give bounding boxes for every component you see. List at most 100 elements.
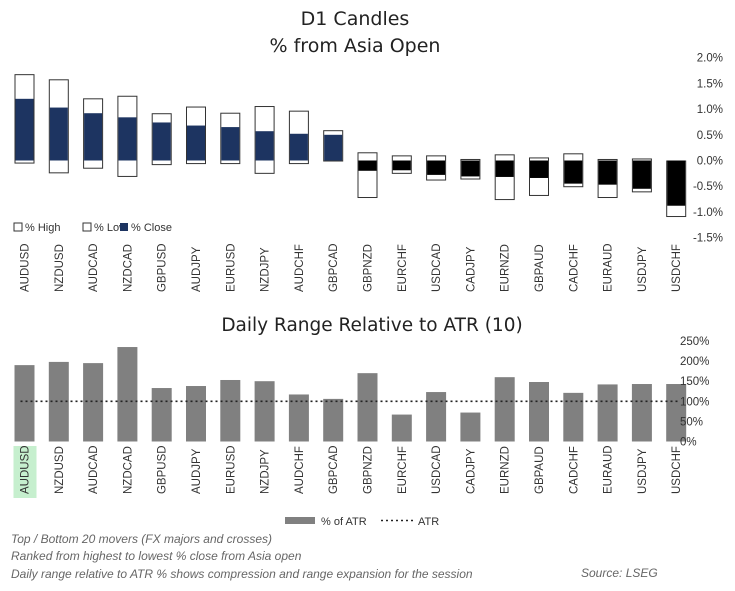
atr-category-label: USDCAD [431,445,443,494]
candles-category-label: GBPCAD [328,243,340,292]
candle-close-body [255,131,274,161]
candles-category-label: CADCHF [568,244,580,292]
atr-category-label: AUDUSD [20,445,32,494]
candles-plot [14,74,687,218]
atr-bar [563,392,584,442]
candles-category-label: AUDUSD [20,243,32,292]
candle-close-body [15,98,34,161]
atr-bar [220,379,241,442]
atr-bar [391,414,412,442]
candle [631,158,652,193]
atr-category-label: AUDCHF [294,446,306,494]
candle-close-body [564,160,583,184]
candle [48,79,69,174]
candle [323,130,344,162]
candle [83,98,104,169]
atr-category-label: EURUSD [225,445,237,494]
candle-close-body [495,160,514,177]
legend-atr-bar-swatch [285,517,315,524]
candle-close-body [221,127,240,161]
atr-category-label: GBPAUD [534,446,546,494]
atr-bar [666,384,687,442]
legend-low-swatch [82,222,92,232]
candle-close-body [461,160,480,177]
legend-high-label: % High [25,222,60,234]
candles-category-label: GBPUSD [157,243,169,292]
atr-y-tick: 50% [680,416,703,428]
candles-x-axis: AUDUSD NZDUSD AUDCAD NZDCAD GBPUSD AUDJPY EURU… [20,243,684,292]
atr-category-label: NZDCAD [122,446,134,494]
atr-legend: % of ATR ATR [285,516,439,528]
legend-close-swatch [120,223,128,231]
footnote-2: Ranked from highest to lowest % close fr… [11,549,302,563]
candle [460,158,481,180]
candle-close-body [118,117,137,161]
atr-bar [357,373,378,442]
atr-bars-plot [14,347,687,442]
candle [14,74,35,164]
candles-legend: % High % Low % Close [13,222,172,234]
atr-category-label: NZDJPY [260,449,272,494]
candles-y-tick: 1.0% [697,104,723,116]
candles-category-label: USDJPY [637,246,649,292]
candle [391,155,412,174]
atr-bar [117,347,138,442]
candle-close-body [632,160,651,189]
candle-close-body [84,113,103,161]
atr-category-label: EURAUD [603,445,615,494]
candles-y-tick: -1.5% [693,233,723,245]
atr-category-label: GBPNZD [363,446,375,494]
atr-bar [83,363,104,442]
candles-category-label: NZDCAD [122,244,134,292]
candles-category-label: NZDUSD [54,244,66,292]
candles-category-label: USDCAD [431,243,443,292]
atr-category-label: EURCHF [397,446,409,494]
atr-category-label: CADJPY [465,448,477,494]
atr-category-label: USDCHF [671,446,683,494]
legend-atr-line-label: ATR [418,516,439,528]
candles-category-label: AUDCHF [294,244,306,292]
atr-category-label: AUDJPY [191,448,203,494]
candles-y-tick: 0.0% [697,156,723,168]
atr-bar [14,365,35,442]
atr-y-tick: 200% [680,356,709,368]
atr-y-tick: 250% [680,336,709,348]
atr-y-tick: 0% [680,437,697,449]
candle [529,157,549,196]
footnote-3: Daily range relative to ATR % shows comp… [11,567,473,581]
atr-category-label: EURNZD [500,446,512,494]
legend-close-label: % Close [131,222,172,234]
atr-bar [151,388,172,442]
candles-y-tick: -0.5% [693,181,723,193]
candle-close-body [49,107,68,161]
candle-close-body [667,160,686,206]
candles-category-label: AUDJPY [191,246,203,292]
legend-low-label: % Low [94,222,127,234]
candle [151,113,172,166]
candles-y-tick: -1.0% [693,207,723,219]
candles-category-label: EURCHF [397,244,409,292]
candles-category-label: EURNZD [500,244,512,292]
atr-category-label: USDJPY [637,448,649,494]
candle [117,95,138,177]
candles-category-label: CADJPY [465,246,477,292]
atr-bar [186,386,206,442]
candle [494,154,515,201]
source-label: Source: LSEG [581,566,658,580]
candles-y-tick: 1.5% [697,78,723,90]
atr-bar [254,381,275,442]
atr-y-axis: 250% 200% 150% 100% 50% 0% [680,336,709,449]
candle-close-body [427,160,446,175]
candle-close-body [358,160,377,171]
atr-bar [426,392,447,442]
candle-close-body [598,160,617,185]
atr-bar [288,394,309,442]
atr-title: Daily Range Relative to ATR (10) [221,315,522,336]
candles-category-label: USDCHF [671,244,683,292]
candles-category-label: EURAUD [603,243,615,292]
candle-range [357,152,378,199]
atr-bar [48,361,69,442]
atr-x-axis: AUDUSD NZDUSD AUDCAD NZDCAD GBPUSD AUDJPY EURU… [20,445,684,494]
candle [597,158,618,199]
candles-category-label: GBPNZD [363,244,375,292]
